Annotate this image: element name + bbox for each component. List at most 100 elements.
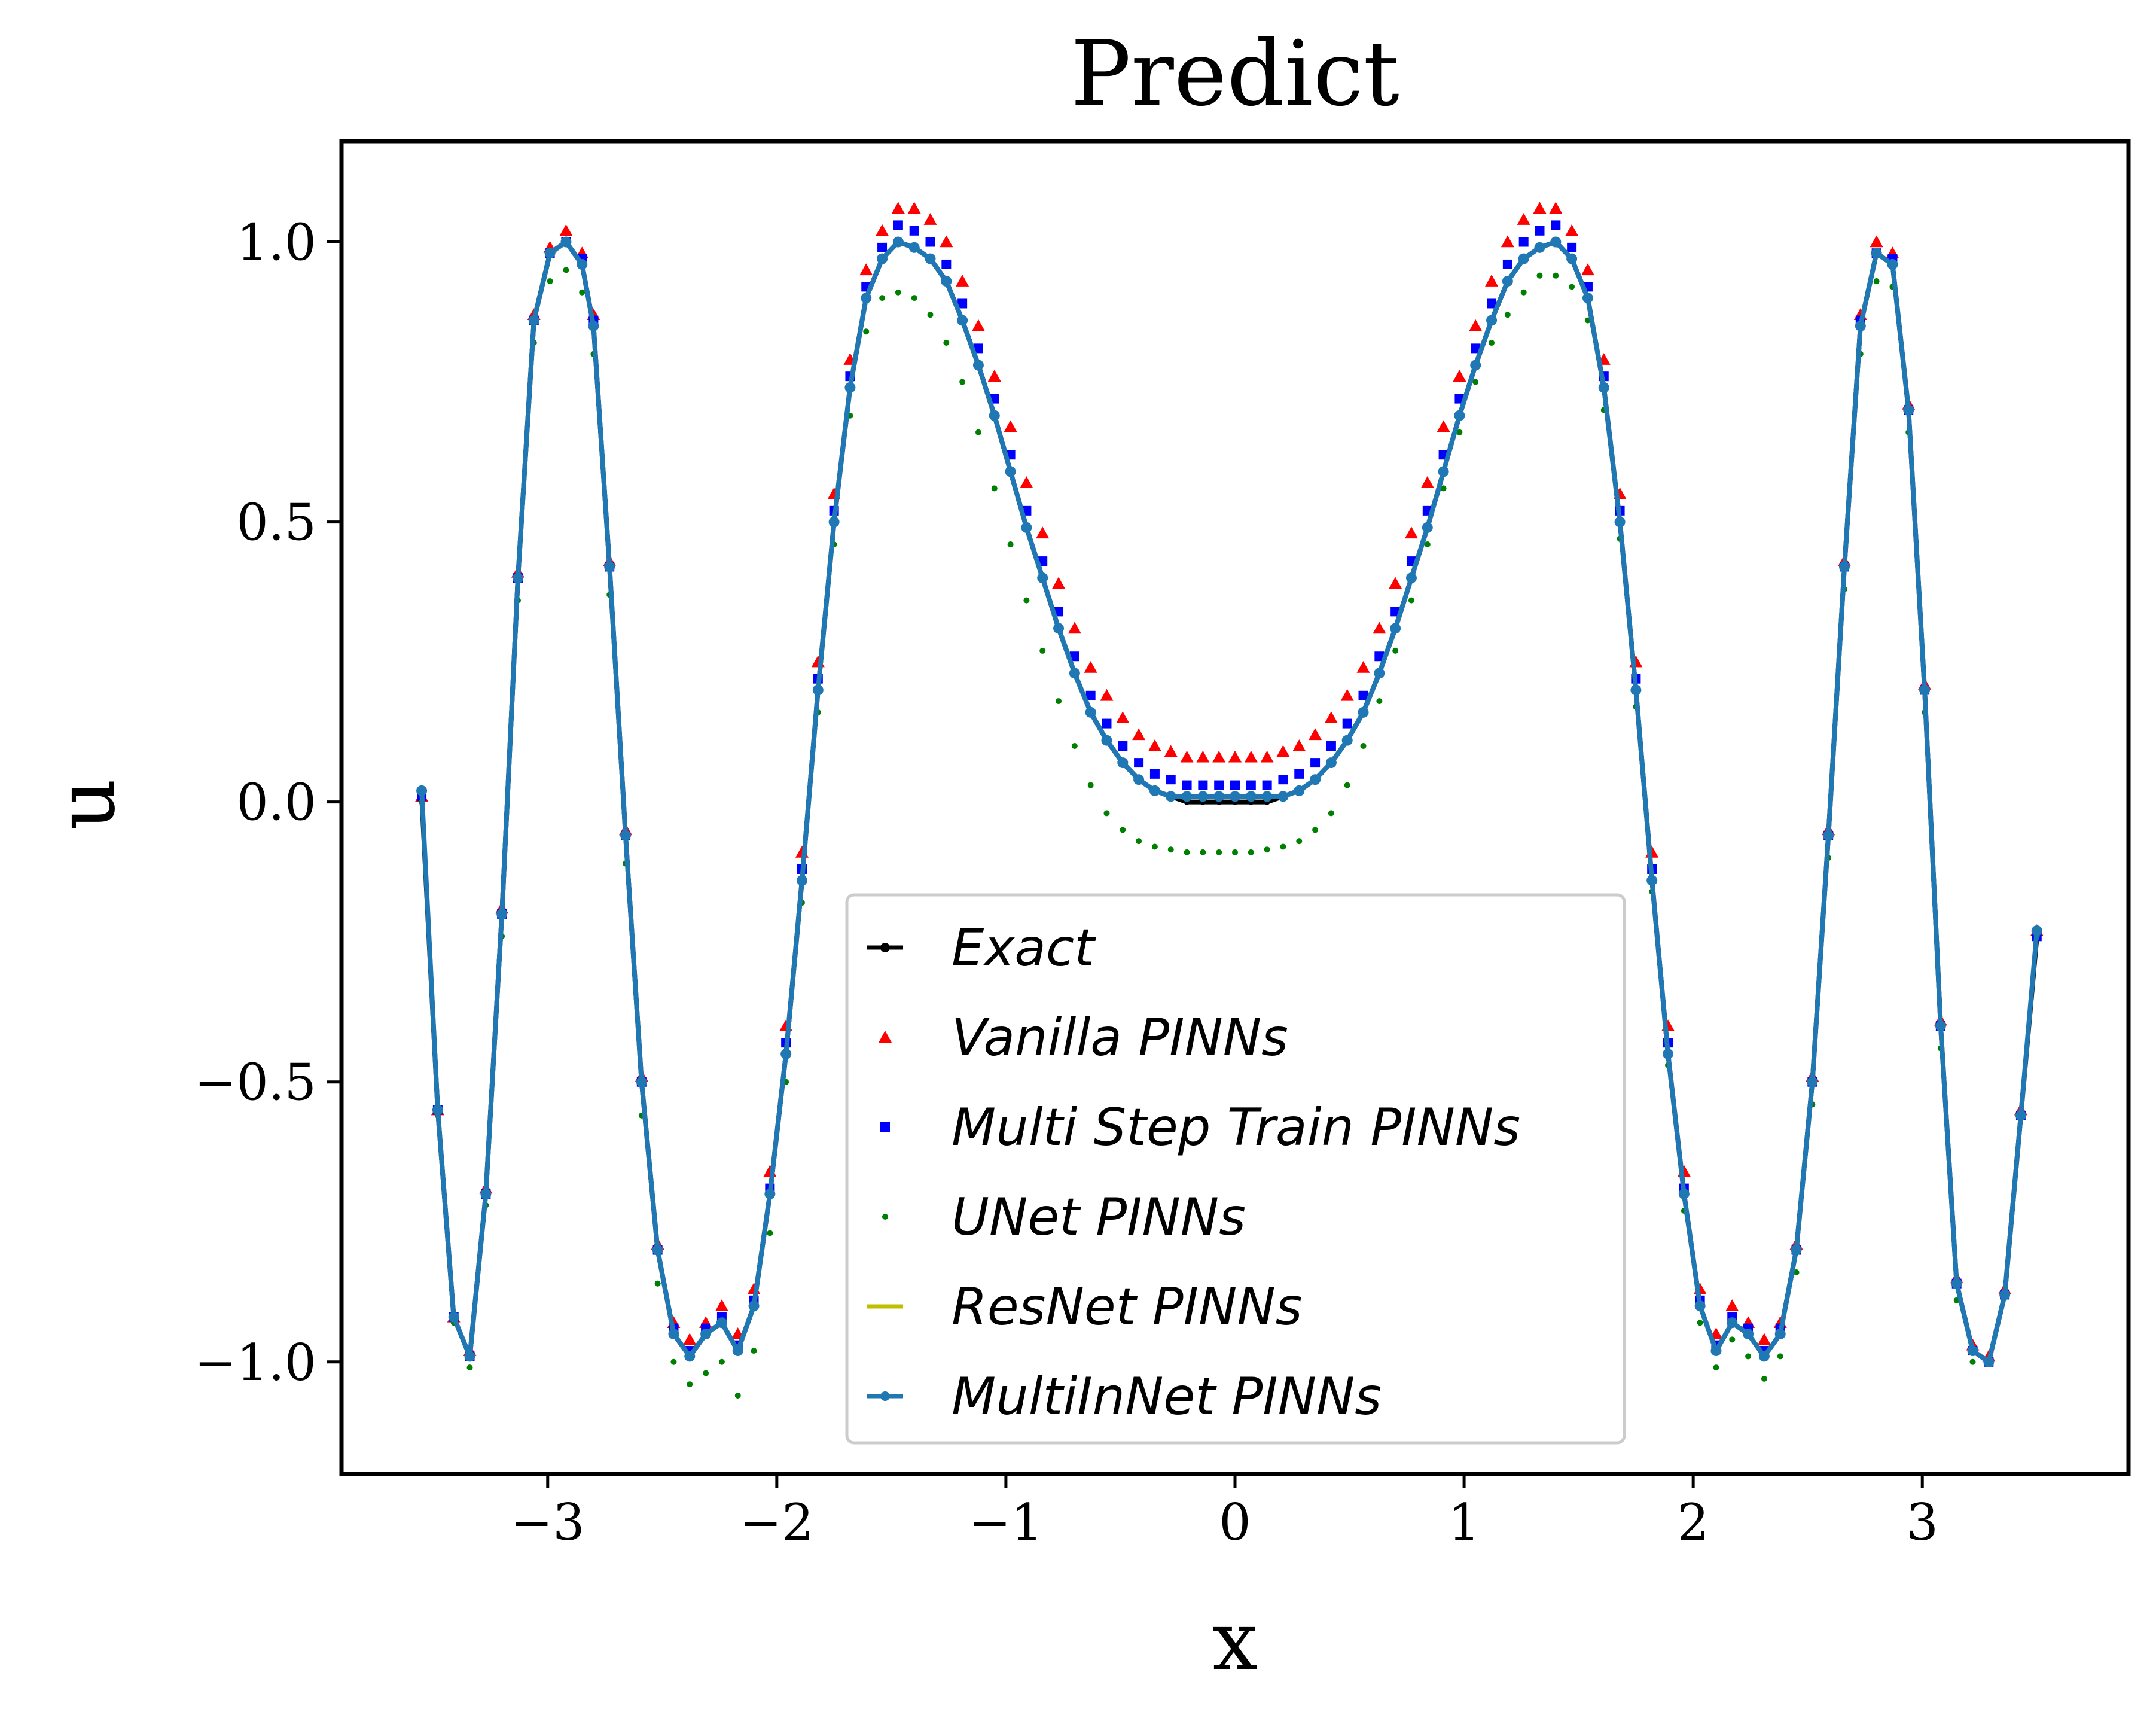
data-point xyxy=(528,315,539,326)
data-point xyxy=(1646,875,1658,886)
data-point xyxy=(1344,782,1350,788)
data-point xyxy=(1085,690,1096,700)
data-point xyxy=(1151,843,1158,850)
data-point xyxy=(1052,577,1066,589)
data-point xyxy=(1376,698,1383,705)
data-point xyxy=(879,295,886,301)
data-point xyxy=(1727,1317,1738,1329)
data-point xyxy=(2015,1110,2026,1121)
data-point xyxy=(780,1048,792,1059)
data-point xyxy=(1870,235,1883,248)
data-point xyxy=(1903,404,1914,416)
data-point xyxy=(1214,780,1224,790)
x-tick-label: −2 xyxy=(740,1493,814,1552)
data-point xyxy=(1280,843,1286,850)
legend-item-unet-pinns: UNet PINNs xyxy=(882,1187,1246,1247)
data-point xyxy=(1408,597,1414,604)
data-point xyxy=(1165,791,1176,802)
data-point xyxy=(684,1351,696,1362)
data-point xyxy=(1120,827,1126,833)
data-point xyxy=(1758,1351,1770,1362)
x-tick-label: 3 xyxy=(1907,1493,1938,1552)
x-tick-label: 0 xyxy=(1219,1493,1251,1552)
data-point xyxy=(1598,382,1609,393)
data-point xyxy=(1697,1320,1703,1326)
legend-swatch xyxy=(882,1214,888,1220)
data-point xyxy=(1614,516,1626,528)
data-point xyxy=(1533,202,1547,214)
data-point xyxy=(1456,429,1463,435)
data-point xyxy=(908,242,920,253)
data-point xyxy=(1196,750,1210,763)
data-point xyxy=(1420,476,1434,488)
data-point xyxy=(1440,485,1447,492)
data-point xyxy=(1392,647,1399,654)
data-point xyxy=(1007,541,1014,548)
legend-item-resnet-pinns: ResNet PINNs xyxy=(867,1277,1302,1337)
data-point xyxy=(668,1328,679,1339)
data-point xyxy=(1581,263,1594,276)
data-point xyxy=(1167,846,1174,853)
data-point xyxy=(1197,791,1209,802)
data-point xyxy=(1713,1364,1719,1371)
x-tick-label: 2 xyxy=(1677,1493,1709,1552)
data-point xyxy=(2031,925,2042,936)
data-point xyxy=(1310,758,1321,768)
data-point xyxy=(654,1280,661,1287)
data-point xyxy=(1389,577,1402,589)
x-axis-ticks: −3 −2 −1 0 1 2 3 xyxy=(511,1474,1938,1552)
legend-label: Vanilla PINNs xyxy=(952,1008,1288,1068)
series-multiinnet-pinns xyxy=(416,236,2042,1367)
legend-label: UNet PINNs xyxy=(952,1187,1246,1247)
data-point xyxy=(863,328,870,335)
data-point xyxy=(1565,224,1579,236)
data-point xyxy=(1404,526,1418,539)
data-point xyxy=(859,263,873,276)
data-point xyxy=(1567,242,1577,252)
data-point xyxy=(1166,775,1176,785)
legend-swatch xyxy=(879,1031,892,1043)
data-point xyxy=(971,319,985,331)
data-point xyxy=(1292,739,1306,751)
data-point xyxy=(1053,623,1065,634)
data-point xyxy=(1710,1345,1722,1357)
data-point xyxy=(973,343,983,354)
data-point xyxy=(620,830,632,841)
legend-item-exact: Exact xyxy=(867,918,1096,978)
data-point xyxy=(1036,526,1050,539)
data-point xyxy=(1725,1299,1739,1311)
data-point xyxy=(796,875,807,886)
data-point xyxy=(1277,791,1289,802)
legend-swatch-dot xyxy=(880,943,890,952)
data-point xyxy=(975,429,981,435)
data-point xyxy=(1873,278,1880,285)
data-point xyxy=(1216,849,1222,855)
data-point xyxy=(1969,1358,1976,1365)
data-point xyxy=(1260,750,1274,763)
data-point xyxy=(577,258,588,270)
data-point xyxy=(907,202,921,214)
data-point xyxy=(1264,846,1270,853)
data-point xyxy=(1471,343,1481,354)
data-point xyxy=(861,293,872,304)
data-point xyxy=(1213,791,1225,802)
data-point xyxy=(1116,711,1130,724)
data-point xyxy=(1999,1289,2011,1300)
data-point xyxy=(956,275,969,287)
data-point xyxy=(1694,1300,1706,1312)
data-point xyxy=(1743,1328,1754,1339)
data-point xyxy=(416,785,428,796)
data-point xyxy=(1069,668,1080,679)
data-point xyxy=(1340,689,1354,701)
data-point xyxy=(1310,774,1321,785)
data-point xyxy=(1341,735,1353,746)
data-point xyxy=(1212,750,1226,763)
data-point xyxy=(1518,253,1529,264)
data-point xyxy=(751,1348,757,1354)
data-point xyxy=(1200,849,1206,855)
data-point xyxy=(544,248,556,259)
data-point xyxy=(1549,202,1563,214)
data-point xyxy=(1198,780,1208,790)
data-point xyxy=(1133,774,1145,785)
y-tick-label: 0.5 xyxy=(236,494,316,552)
